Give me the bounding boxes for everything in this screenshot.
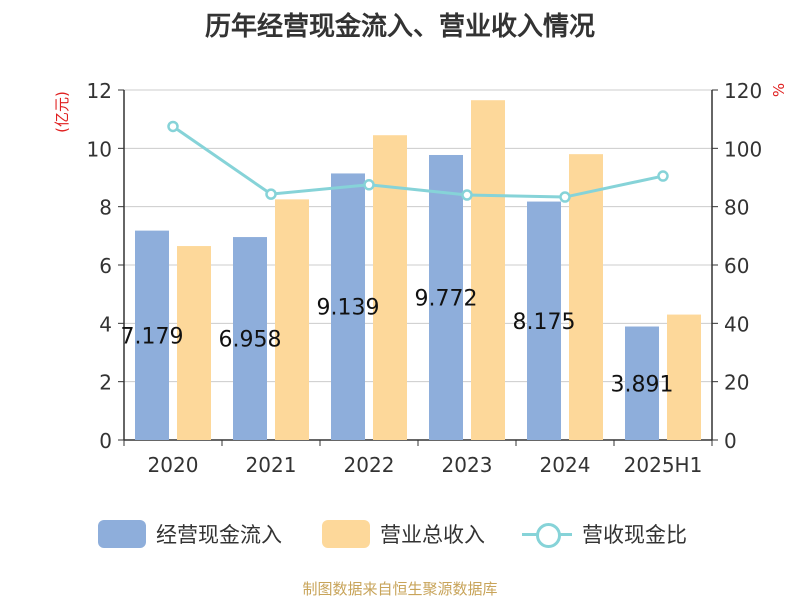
y-right-axis-unit: % <box>770 83 788 97</box>
bar-revenue <box>471 100 505 440</box>
line-cash-ratio <box>172 125 664 199</box>
legend-swatch-cash-inflow <box>98 520 146 548</box>
y-left-tick-label: 6 <box>99 254 112 278</box>
chart-title: 历年经营现金流入、营业收入情况 <box>204 12 595 42</box>
point-cash-ratio <box>559 191 571 203</box>
y-right-tick-label: 0 <box>724 429 737 453</box>
legend-item-revenue[interactable]: 营业总收入 <box>322 518 485 550</box>
source-note: 制图数据来自恒生聚源数据库 <box>302 580 498 598</box>
y-right-tick-label: 60 <box>724 254 749 278</box>
point-cash-ratio <box>265 188 277 200</box>
bar-revenue <box>667 314 701 440</box>
y-left-tick-label: 4 <box>99 312 112 336</box>
data-label-cash-inflow: 6.958 <box>219 328 282 353</box>
y-left-axis-unit: (亿元) <box>53 91 71 133</box>
legend-swatch-cash-ratio <box>522 520 572 548</box>
legend-item-cash-ratio[interactable]: 营收现金比 <box>522 518 687 550</box>
x-tick-label: 2021 <box>246 453 297 477</box>
x-tick-label: 2025H1 <box>624 453 703 477</box>
bar-revenue <box>373 135 407 441</box>
y-left-tick-label: 2 <box>99 371 112 395</box>
bar-cash-inflow <box>625 326 659 440</box>
point-cash-ratio <box>363 179 375 191</box>
y-left-tick-label: 10 <box>87 137 112 161</box>
legend-label-cash-inflow: 经营现金流入 <box>156 523 282 547</box>
data-label-cash-inflow: 9.772 <box>415 286 478 311</box>
point-cash-ratio <box>657 170 669 182</box>
bar-revenue <box>275 199 309 440</box>
y-right-tick-label: 100 <box>724 137 762 161</box>
y-right-tick-label: 20 <box>724 371 749 395</box>
bar-cash-inflow <box>527 201 561 440</box>
data-label-cash-inflow: 8.175 <box>513 310 576 335</box>
bar-revenue <box>569 154 603 440</box>
x-tick-label: 2020 <box>148 453 199 477</box>
bar-cash-inflow <box>331 173 365 440</box>
legend-swatch-revenue <box>322 520 370 548</box>
x-tick-label: 2023 <box>442 453 493 477</box>
x-tick-label: 2022 <box>344 453 395 477</box>
y-left-tick-label: 8 <box>99 196 112 220</box>
y-right-tick-label: 40 <box>724 312 749 336</box>
y-left-tick-label: 0 <box>99 429 112 453</box>
bar-revenue <box>177 246 211 440</box>
y-left-tick-label: 12 <box>87 79 112 103</box>
bar-cash-inflow <box>233 237 267 440</box>
point-cash-ratio <box>461 189 473 201</box>
legend-item-cash-inflow[interactable]: 经营现金流入 <box>98 518 282 550</box>
x-tick-label: 2024 <box>540 453 591 477</box>
legend-label-cash-ratio: 营收现金比 <box>582 523 687 547</box>
data-label-cash-inflow: 3.891 <box>611 372 674 397</box>
bar-cash-inflow <box>135 230 169 440</box>
data-label-cash-inflow: 7.179 <box>121 324 184 349</box>
y-right-tick-label: 120 <box>724 79 762 103</box>
point-cash-ratio <box>167 120 179 133</box>
y-right-tick-label: 80 <box>724 196 749 220</box>
legend-label-revenue: 营业总收入 <box>380 523 485 547</box>
bar-cash-inflow <box>429 154 463 440</box>
data-label-cash-inflow: 9.139 <box>317 296 380 321</box>
